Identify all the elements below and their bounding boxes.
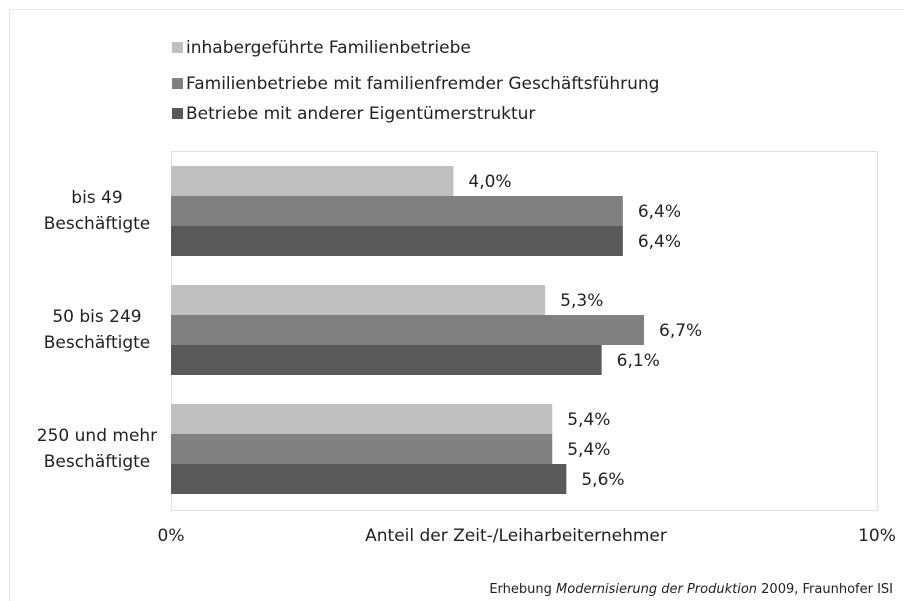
value-label: 4,0% <box>468 172 511 192</box>
bar <box>171 166 454 196</box>
legend-label: inhabergeführte Familienbetriebe <box>186 38 471 58</box>
bar <box>171 345 602 375</box>
y-tick-label: 50 bis 249 <box>52 307 141 327</box>
bar <box>171 404 553 434</box>
y-tick-label: Beschäftigte <box>44 452 151 472</box>
value-label: 5,4% <box>567 440 610 460</box>
bar <box>171 226 623 256</box>
legend-label: Familienbetriebe mit familienfremder Ges… <box>186 74 659 94</box>
y-tick-label: bis 49 <box>71 188 122 208</box>
source-note: Erhebung Modernisierung der Produktion 2… <box>489 582 893 597</box>
value-label: 6,1% <box>617 351 660 371</box>
legend-swatch <box>172 42 183 53</box>
x-axis-label: Anteil der Zeit-/Leiharbeiternehmer <box>365 526 667 546</box>
bar <box>171 434 553 464</box>
value-label: 5,4% <box>567 410 610 430</box>
bar <box>171 464 567 494</box>
bar <box>171 285 546 315</box>
y-tick-label: Beschäftigte <box>44 214 151 234</box>
legend-label: Betriebe mit anderer Eigentümerstruktur <box>186 104 535 124</box>
value-label: 6,4% <box>638 202 681 222</box>
legend-swatch <box>172 78 183 89</box>
value-label: 5,3% <box>560 291 603 311</box>
value-label: 6,4% <box>638 232 681 252</box>
y-tick-label: Beschäftigte <box>44 333 151 353</box>
x-tick-label: 10% <box>858 526 896 546</box>
frame <box>9 9 904 601</box>
value-label: 6,7% <box>659 321 702 341</box>
value-label: 5,6% <box>581 470 624 490</box>
bar <box>171 315 645 345</box>
bar <box>171 196 623 226</box>
y-tick-label: 250 und mehr <box>37 426 157 446</box>
legend-swatch <box>172 108 183 119</box>
x-tick-label: 0% <box>158 526 185 546</box>
